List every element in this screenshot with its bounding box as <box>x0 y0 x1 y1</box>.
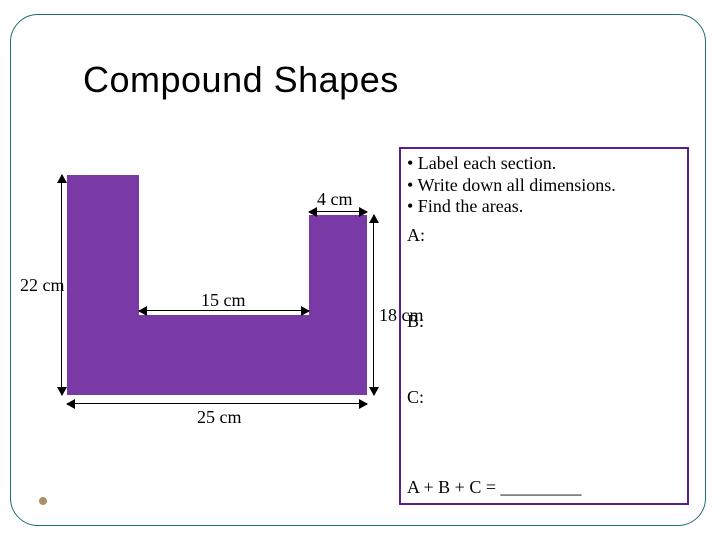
slide-bullet-icon <box>39 497 47 505</box>
dim-label-25cm: 25 cm <box>197 407 242 428</box>
label-a: A: <box>407 225 425 246</box>
instruction-bullet-3: • Find the areas. <box>407 196 681 218</box>
instruction-bullet-1: • Label each section. <box>407 153 681 175</box>
label-sum: A + B + C = _________ <box>407 477 581 498</box>
dim-label-22cm: 22 cm <box>20 275 65 296</box>
label-c: C: <box>407 387 424 408</box>
dim-label-15cm: 15 cm <box>201 290 246 311</box>
dim-bar-4cm <box>309 211 367 212</box>
dim-label-4cm: 4 cm <box>317 189 353 210</box>
label-b: B: <box>407 311 424 332</box>
dim-bar-18cm <box>373 215 374 395</box>
slide-frame: Compound Shapes 4 cm 22 cm 15 cm 18 cm 2… <box>10 14 706 526</box>
instruction-bullet-2: • Write down all dimensions. <box>407 175 681 197</box>
instruction-box: • Label each section. • Write down all d… <box>399 147 689 505</box>
dim-bar-25cm <box>67 403 367 404</box>
